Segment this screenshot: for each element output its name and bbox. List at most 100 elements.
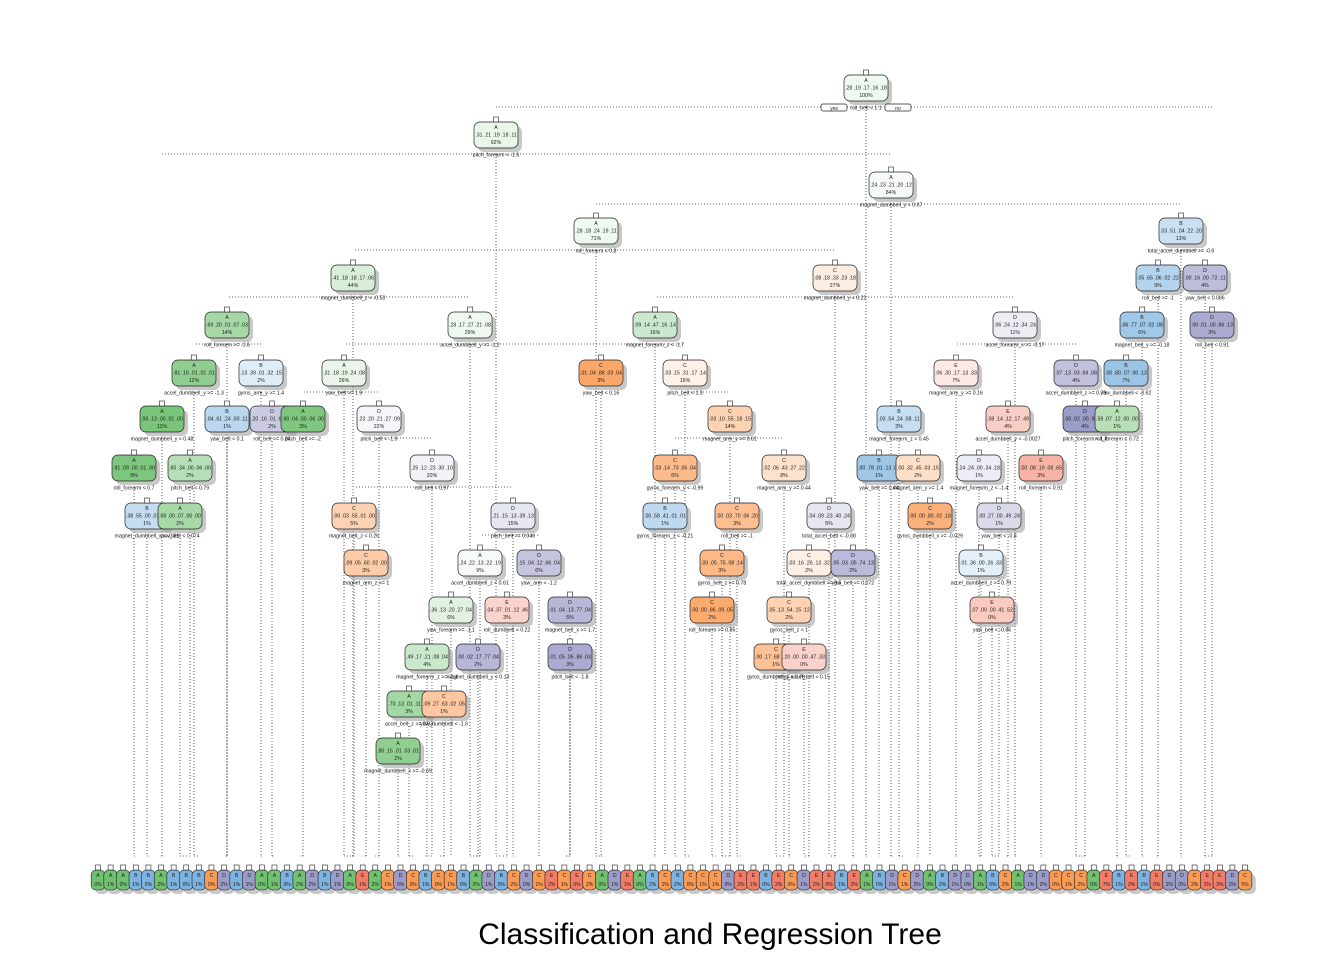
node-split-rule: roll_belt >= -1	[721, 534, 753, 540]
leaf-percent: 2%	[372, 882, 380, 888]
leaf-connector	[1216, 864, 1223, 871]
node-percent: 71%	[591, 236, 602, 242]
node-split-rule: yaw_belt < 0.16	[583, 391, 620, 397]
leaf-connector	[876, 864, 883, 871]
tree-node: C .00 .32 .45 .03 .152% magnet_arm_y >= 1.…	[893, 449, 944, 492]
leaf-connector	[964, 864, 971, 871]
leaf-connector	[1116, 864, 1122, 871]
leaf-class-label: D	[1231, 873, 1235, 879]
leaf-class-label: A	[260, 873, 264, 879]
node-probabilities: .15 .04 .12 .66 .04	[518, 561, 560, 567]
node-class-label: D	[1013, 315, 1017, 321]
leaf-class-label: D	[525, 873, 529, 879]
node-percent: 1%	[440, 709, 448, 715]
node-class-label: A	[342, 363, 346, 369]
leaf-percent: 0%	[825, 882, 833, 888]
node-class-label: B	[1124, 363, 1128, 369]
branch-label-box	[884, 103, 912, 112]
node-split-rule: yaw_dumbbell < -1.6	[420, 722, 468, 728]
node-probabilities: .01 .04 .13 .77 .04	[549, 608, 591, 614]
leaf-percent: 1%	[233, 882, 241, 888]
leaf-percent: 3%	[1216, 882, 1224, 888]
leaf-class-label: B	[184, 873, 188, 879]
leaf-class-label: C	[789, 873, 793, 879]
leaf-percent: 2%	[1166, 882, 1174, 888]
leaf-connector	[599, 864, 605, 871]
node-class-label: A	[160, 409, 164, 415]
node-probabilities: .00 .27 .00 .49 .24	[978, 514, 1020, 520]
tree-node: C .02 .06 .43 .27 .228% magnet_arm_y >= 0.…	[757, 449, 811, 492]
node-connector	[1123, 354, 1129, 361]
leaf-class-label: A	[96, 873, 100, 879]
node-split-rule: total_accel_belt < -0.88	[802, 534, 856, 540]
tree-node: D .24 .24 .00 .34 .181% magnet_forearm_z <…	[950, 449, 1008, 492]
node-split-rule: yaw_belt < 0.1	[210, 437, 244, 443]
leaf-class-label: B	[462, 873, 466, 879]
node-connector	[406, 685, 412, 692]
leaf-class-label: E	[739, 873, 743, 879]
tree-leaf: D 2%	[1162, 864, 1181, 894]
leaf-connector	[675, 864, 681, 871]
leaf-percent: 1%	[888, 882, 896, 888]
tree-node: D .15 .04 .12 .66 .046% yaw_arm < -1.2	[516, 544, 565, 587]
node-probabilities: .05 .65 .06 .02 .22	[1137, 276, 1179, 282]
node-probabilities: .03 .51 .04 .22 .20	[1160, 229, 1202, 235]
node-class-label: A	[225, 315, 229, 321]
leaf-class-label: E	[853, 873, 857, 879]
node-percent: 3%	[503, 615, 511, 621]
leaf-class-label: E	[575, 873, 579, 879]
node-connector	[1155, 259, 1161, 266]
node-percent: 2%	[785, 615, 793, 621]
node-connector	[351, 497, 357, 504]
leaf-percent: 0%	[435, 882, 443, 888]
node-probabilities: .03 .15 .31 .17 .14	[664, 371, 706, 377]
node-probabilities: .05 .13 .54 .15 .12	[768, 608, 810, 614]
leaf-percent: 1%	[1141, 882, 1149, 888]
leaf-percent: 2%	[1128, 882, 1136, 888]
node-split-rule: roll_belt >= 0.84	[253, 437, 290, 443]
node-connector	[850, 544, 856, 551]
node-class-label: E	[1039, 458, 1043, 464]
node-connector	[727, 400, 733, 407]
node-class-label: C	[673, 458, 677, 464]
node-class-label: B	[979, 553, 983, 559]
leaf-connector	[284, 864, 290, 871]
node-class-label: E	[802, 647, 806, 653]
node-percent: 20%	[427, 473, 438, 479]
leaf-connector	[120, 864, 127, 871]
leaf-connector	[95, 864, 101, 871]
node-connector	[888, 166, 894, 173]
node-split-rule: roll_forearm < 0.91	[1019, 486, 1063, 492]
tree-node: C .00 .03 .70 .06 .203% roll_belt >= -1	[714, 497, 763, 540]
leaf-percent: 0%	[876, 882, 884, 888]
node-percent: 6%	[1138, 330, 1146, 336]
node-percent: 9%	[130, 473, 138, 479]
node-probabilities: .41 .18 .18 .17 .06	[332, 276, 374, 282]
node-percent: 2%	[186, 473, 194, 479]
node-probabilities: .00 .78 .01 .13 .09	[858, 466, 900, 472]
node-connector	[159, 400, 165, 407]
leaf-class-label: B	[840, 873, 844, 879]
leaf-connector	[359, 864, 366, 871]
leaf-connector	[1229, 864, 1236, 871]
leaf-connector	[107, 864, 114, 871]
leaf-connector	[422, 864, 429, 871]
leaf-connector	[662, 864, 668, 871]
leaf-connector	[460, 864, 467, 871]
leaf-percent: 0%	[498, 882, 506, 888]
node-probabilities: .02 .06 .43 .27 .22	[763, 466, 805, 472]
leaf-connector	[1166, 864, 1173, 871]
node-percent: 4%	[423, 662, 431, 668]
leaf-class-label: E	[827, 873, 831, 879]
leaf-connector	[473, 864, 479, 871]
leaf-connector	[208, 864, 215, 871]
leaf-connector	[1053, 864, 1059, 871]
node-class-label: D	[827, 506, 831, 512]
node-split-rule: yaw_forearm >= -1.1	[427, 628, 475, 634]
node-percent: 14%	[222, 330, 233, 336]
node-percent: 3%	[733, 521, 741, 527]
node-connector	[395, 732, 401, 739]
